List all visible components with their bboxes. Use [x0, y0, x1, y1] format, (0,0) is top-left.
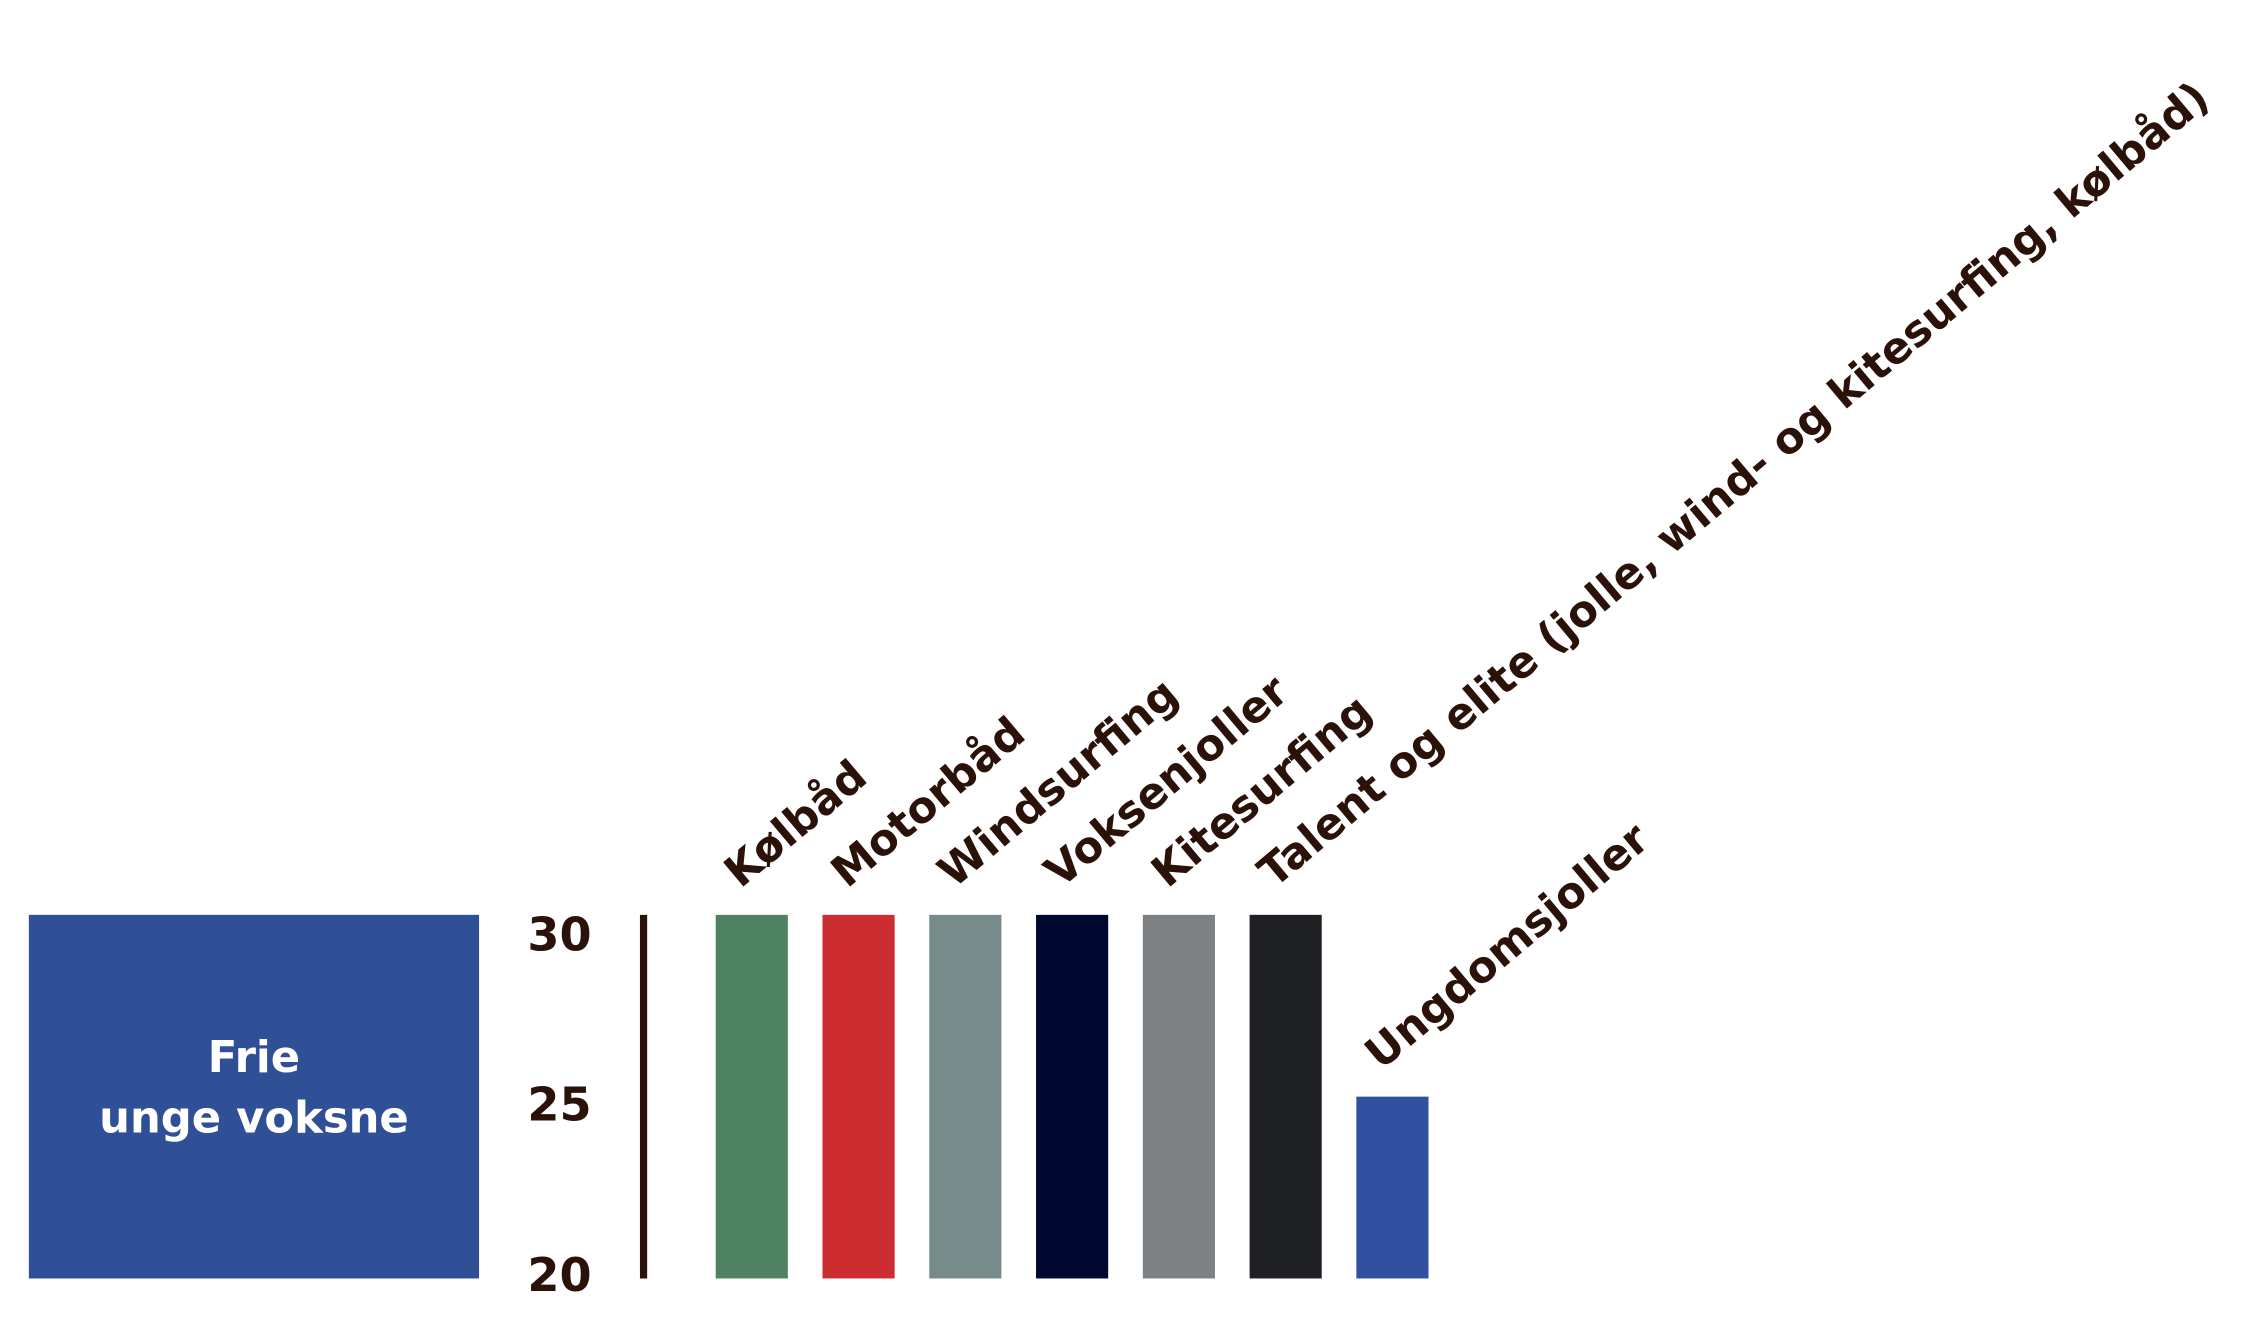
- bar: [1356, 1096, 1429, 1279]
- group-label: Frie: [208, 1033, 300, 1083]
- bar: [1036, 914, 1109, 1279]
- y-tick-label: 20: [527, 1248, 591, 1302]
- bar: [822, 914, 895, 1279]
- bar: [1249, 914, 1322, 1279]
- category-label: Talent og elite (jolle, wind- og kitesur…: [1249, 72, 2219, 897]
- group-label: unge voksne: [99, 1094, 409, 1144]
- y-tick-label: 25: [527, 1078, 591, 1132]
- bar: [929, 914, 1002, 1279]
- group-box: [28, 914, 480, 1279]
- bar: [715, 914, 788, 1279]
- y-tick-label: 30: [527, 907, 591, 961]
- category-label: Ungdomsjoller: [1356, 813, 1659, 1079]
- bar: [1142, 914, 1215, 1279]
